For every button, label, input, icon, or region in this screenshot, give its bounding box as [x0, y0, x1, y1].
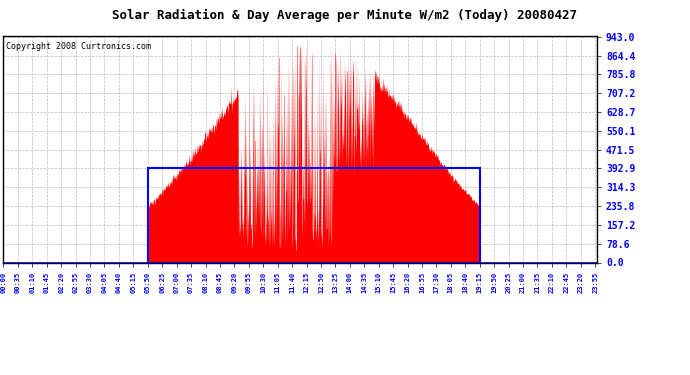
Text: Solar Radiation & Day Average per Minute W/m2 (Today) 20080427: Solar Radiation & Day Average per Minute… [112, 9, 578, 22]
Bar [148, 168, 480, 262]
Text: Copyright 2008 Curtronics.com: Copyright 2008 Curtronics.com [6, 42, 151, 51]
